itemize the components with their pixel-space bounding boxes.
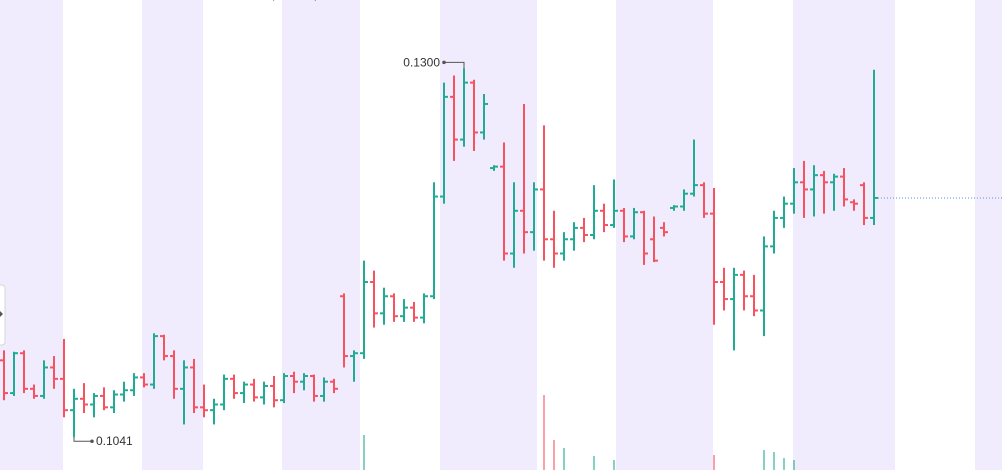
volume-bar (543, 395, 545, 470)
volume-bar (363, 435, 365, 470)
legend-item: −0.0032 (−0.11%) (223, 0, 318, 1)
legend-item: 0.1237 (15, 0, 52, 1)
volume-bar (593, 456, 595, 470)
legend-item: 684,489 (337, 0, 381, 1)
volume-bar (793, 460, 795, 470)
volume-bar (553, 440, 555, 470)
min-marker-dot (90, 439, 94, 444)
legend-item: 0.1209 (179, 0, 216, 1)
max-marker-line (444, 61, 465, 69)
side-toggle[interactable] (0, 284, 6, 346)
max-marker-dot (442, 60, 446, 65)
volume-bar (773, 452, 775, 470)
legend-item: L (115, 0, 122, 1)
volume-bar (563, 448, 565, 470)
legend-item: C (168, 0, 177, 1)
session-band (793, 0, 895, 470)
session-band (975, 0, 1002, 470)
min-marker-line (73, 437, 92, 442)
legend-item: V (326, 0, 334, 1)
legend-item: 0.1189 (124, 0, 160, 1)
volume-bar (783, 458, 785, 470)
legend-item: O (4, 0, 13, 1)
side-toggle-arrow (0, 311, 3, 317)
legend-item: 0.1300 (71, 0, 108, 1)
min-marker-label: 0.1041 (96, 434, 133, 448)
volume-bar (763, 450, 765, 470)
max-marker-label: 0.1300 (403, 55, 440, 69)
legend-item: H (60, 0, 69, 1)
session-band (0, 0, 63, 470)
session-band (440, 0, 537, 470)
volume-bar (713, 455, 715, 470)
session-band (142, 0, 203, 470)
session-band (282, 0, 360, 470)
volume-bar (613, 460, 615, 470)
